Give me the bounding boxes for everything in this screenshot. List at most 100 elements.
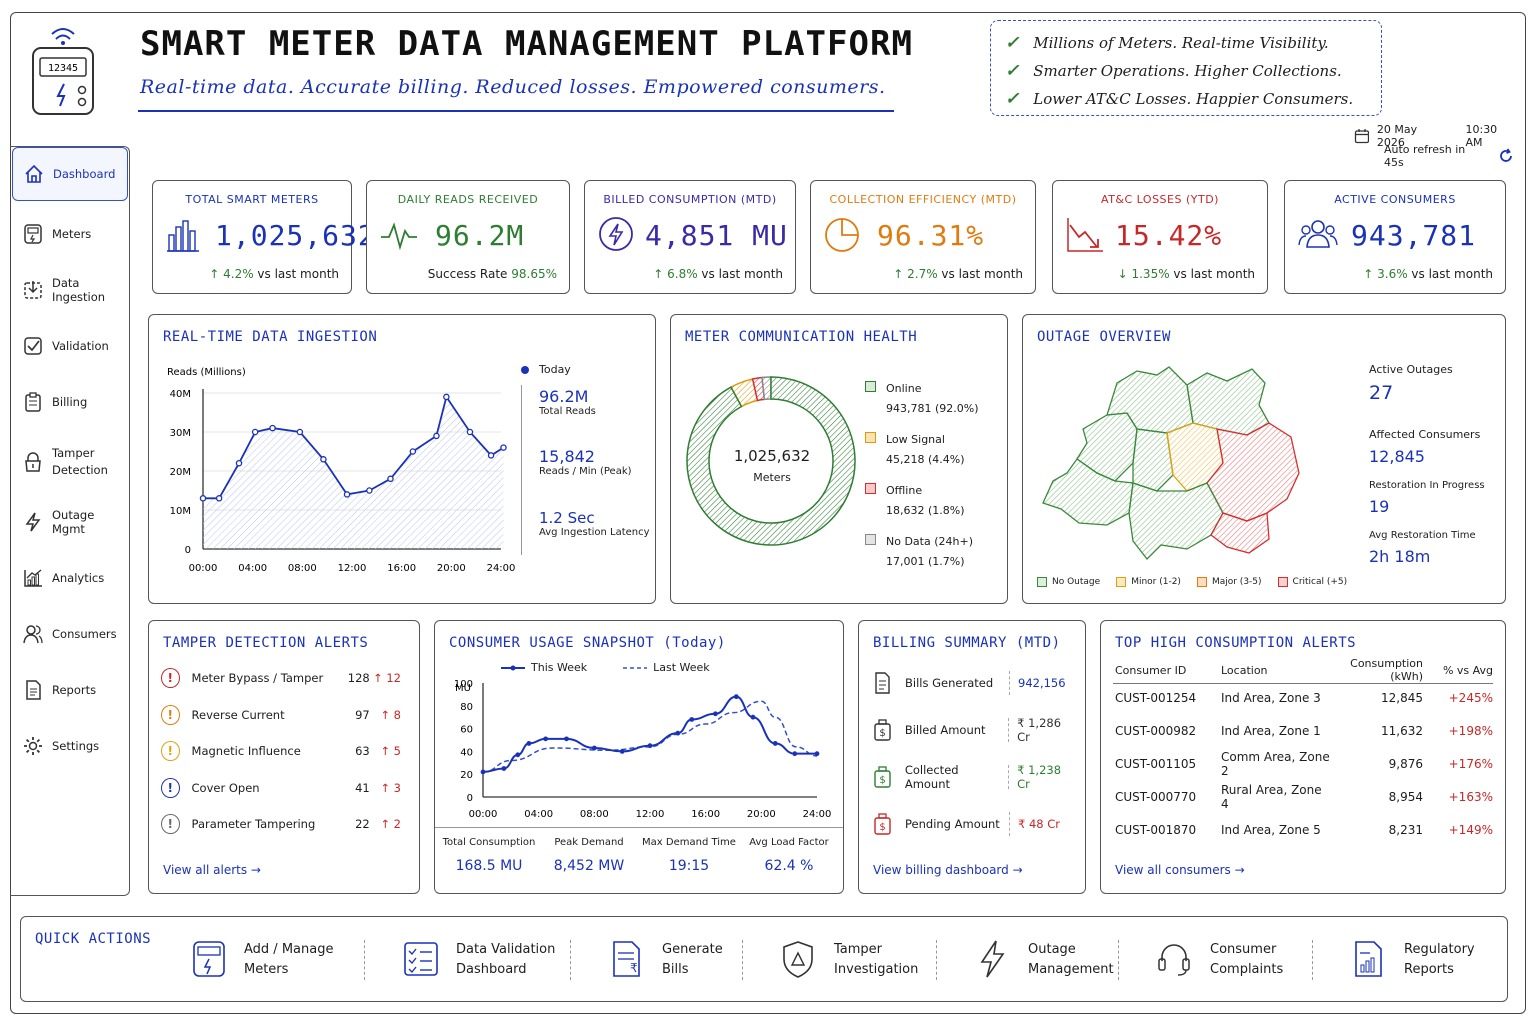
view-billing-dashboard-link[interactable]: View billing dashboard → bbox=[873, 863, 1023, 877]
outage-panel: OUTAGE OVERVIEW Active Outages 27 Affect… bbox=[1022, 314, 1506, 604]
quick-action-generate[interactable]: ₹ Generate Bills bbox=[606, 930, 723, 990]
data-point bbox=[443, 393, 450, 401]
billing-value: ₹ 1,286 Cr bbox=[1017, 716, 1062, 744]
cell-consumption: 9,876 bbox=[1388, 757, 1423, 771]
map-region-east[interactable] bbox=[1206, 422, 1300, 522]
legend-swatch bbox=[1116, 577, 1127, 587]
ingestion-stat: 15,842 Reads / Min (Peak) bbox=[539, 447, 632, 477]
usage-stat: Max Demand Time 19:15 bbox=[641, 837, 737, 874]
sidebar-item-settings[interactable]: Settings bbox=[12, 719, 128, 773]
legend-label: This Week bbox=[531, 661, 588, 674]
alert-count: 41 bbox=[355, 780, 370, 795]
table-row[interactable]: CUST-001870 Ind Area, Zone 5 8,231 +149% bbox=[1115, 819, 1493, 841]
outage-map[interactable] bbox=[1037, 363, 1357, 573]
lightning-icon bbox=[980, 940, 1005, 978]
sidebar-item-label: Dashboard bbox=[53, 167, 116, 181]
tamper-panel: TAMPER DETECTION ALERTS ! Meter Bypass / … bbox=[148, 620, 420, 894]
quick-action-data-validation[interactable]: Data Validation Dashboard bbox=[400, 930, 555, 990]
quick-action-line2: Management bbox=[1028, 962, 1114, 977]
quick-action-consumer[interactable]: Consumer Complaints bbox=[1154, 930, 1283, 990]
pending-amount-icon: $ bbox=[874, 813, 891, 835]
tamper-alert-row[interactable]: ! Reverse Current 97 ↑ 8 bbox=[161, 700, 401, 730]
table-row[interactable]: CUST-000770 Rural Area, Zone 4 8,954 +163% bbox=[1115, 783, 1493, 811]
map-region-south[interactable] bbox=[1128, 482, 1224, 560]
usage-stat: Avg Load Factor 62.4 % bbox=[741, 837, 837, 874]
stat-label: Reads / Min (Peak) bbox=[539, 466, 632, 477]
column-header: Consumption (kWh) bbox=[1350, 657, 1423, 683]
panel-title: BILLING SUMMARY (MTD) bbox=[873, 635, 1061, 651]
sidebar-item-reports[interactable]: Reports bbox=[12, 663, 128, 717]
cell-consumer-id: CUST-000770 bbox=[1115, 790, 1197, 804]
y-tick-label: 20 bbox=[460, 770, 473, 781]
kpi-card-daily-reads[interactable]: DAILY READS RECEIVED 96.2M Success Rate … bbox=[366, 180, 570, 294]
alert-icon: ! bbox=[161, 777, 180, 798]
quick-action-label: Add / Manage Meters bbox=[244, 940, 333, 980]
usage-stat-value: 8,452 MW bbox=[553, 858, 625, 874]
tamper-alert-row[interactable]: ! Parameter Tampering 22 ↑ 2 bbox=[161, 809, 401, 839]
billing-label: Pending Amount bbox=[905, 817, 1000, 831]
sidebar-item-analytics[interactable]: Analytics bbox=[12, 551, 128, 605]
y-axis-label: Reads (Millions) bbox=[167, 367, 246, 378]
table-header: Consumer ID Location Consumption (kWh) %… bbox=[1115, 657, 1493, 683]
bar-chart-icon bbox=[167, 220, 199, 252]
sidebar-item-outage-mgmt[interactable]: Outage Mgmt bbox=[12, 495, 128, 549]
map-region-central[interactable] bbox=[1132, 428, 1174, 492]
benefit-item: ✓ Smarter Operations. Higher Collections. bbox=[1005, 57, 1367, 85]
billing-row: $ Billed Amount ₹ 1,286 Cr bbox=[871, 714, 1077, 746]
cell-location: Ind Area, Zone 5 bbox=[1221, 823, 1321, 837]
y-tick-label: 30M bbox=[170, 428, 191, 439]
cell-pct-vs-avg: +245% bbox=[1448, 691, 1493, 705]
quick-action-line1: Consumer bbox=[1210, 942, 1277, 957]
kpi-card-atc-losses[interactable]: AT&C LOSSES (YTD) 15.42% ↓ 1.35% vs last… bbox=[1052, 180, 1268, 294]
view-all-consumers-link[interactable]: View all consumers → bbox=[1115, 863, 1245, 877]
legend-swatch bbox=[865, 483, 876, 494]
quick-action-regulatory[interactable]: Regulatory Reports bbox=[1348, 930, 1475, 990]
data-point bbox=[466, 428, 474, 436]
quick-action-outage[interactable]: Outage Management bbox=[972, 930, 1114, 990]
view-all-alerts-link[interactable]: View all alerts → bbox=[163, 863, 261, 877]
panel-title: REAL-TIME DATA INGESTION bbox=[163, 329, 378, 345]
tamper-alert-row[interactable]: ! Cover Open 41 ↑ 3 bbox=[161, 773, 401, 803]
kpi-label: AT&C LOSSES (YTD) bbox=[1101, 193, 1219, 206]
kpi-card-total-meters[interactable]: TOTAL SMART METERS 1,025,632 ↑ 4.2% vs l… bbox=[152, 180, 375, 294]
sidebar-item-tamper-detection[interactable]: Tamper Detection bbox=[12, 435, 128, 489]
tamper-alert-row[interactable]: ! Meter Bypass / Tamper 128 ↑ 12 bbox=[161, 663, 401, 693]
kpi-card-billed-consumption[interactable]: BILLED CONSUMPTION (MTD) 4,851 MU ↑ 6.8%… bbox=[584, 180, 796, 294]
sidebar-item-validation[interactable]: Validation bbox=[12, 319, 128, 373]
refresh-icon[interactable] bbox=[1497, 147, 1514, 165]
map-region-southwest[interactable] bbox=[1042, 458, 1134, 526]
table-header-divider bbox=[1113, 683, 1493, 684]
outage-stat-value: 12,845 bbox=[1369, 447, 1425, 466]
donut-slice-online[interactable] bbox=[686, 376, 856, 546]
quick-action-tamper[interactable]: Tamper Investigation bbox=[778, 930, 918, 990]
usage-panel: CONSUMER USAGE SNAPSHOT (Today) This Wee… bbox=[434, 620, 844, 894]
table-row[interactable]: CUST-001254 Ind Area, Zone 3 12,845 +245% bbox=[1115, 687, 1493, 709]
stat-label: Total Reads bbox=[539, 406, 596, 417]
sidebar-item-meters[interactable]: Meters bbox=[12, 207, 128, 261]
y-axis-label: MU bbox=[455, 683, 471, 694]
map-region-southeast[interactable] bbox=[1210, 512, 1270, 554]
table-row[interactable]: CUST-001105 Comm Area, Zone 2 9,876 +176% bbox=[1115, 750, 1493, 778]
usage-stat-label: Total Consumption bbox=[442, 837, 536, 848]
column-header: Consumer ID bbox=[1115, 663, 1187, 677]
billing-divider bbox=[1008, 718, 1010, 742]
alert-delta: ↑ 2 bbox=[380, 817, 401, 831]
quick-action-add-manage[interactable]: Add / Manage Meters bbox=[188, 930, 333, 990]
billing-divider bbox=[1009, 671, 1010, 695]
lightning-circle-icon bbox=[599, 217, 633, 251]
kpi-card-active-consumers[interactable]: ACTIVE CONSUMERS 943,781 ↑ 3.6% vs last … bbox=[1284, 180, 1506, 294]
panel-title: CONSUMER USAGE SNAPSHOT (Today) bbox=[449, 635, 726, 651]
kpi-card-collection-efficiency[interactable]: COLLECTION EFFICIENCY (MTD) 96.31% ↑ 2.7… bbox=[810, 180, 1036, 294]
sidebar-item-billing[interactable]: Billing bbox=[12, 375, 128, 429]
donut-slice-no-data-24h[interactable] bbox=[761, 376, 772, 401]
legend-label: No Data (24h+) bbox=[886, 535, 973, 548]
kpi-delta: ↑ 3.6% vs last month bbox=[1363, 267, 1493, 281]
quick-actions-panel: QUICK ACTIONS bbox=[20, 916, 1508, 1002]
tamper-alert-row[interactable]: ! Magnetic Influence 63 ↑ 5 bbox=[161, 736, 401, 766]
sidebar-item-consumers[interactable]: Consumers bbox=[12, 607, 128, 661]
table-row[interactable]: CUST-000982 Ind Area, Zone 1 11,632 +198% bbox=[1115, 720, 1493, 742]
x-tick-label: 08:00 bbox=[288, 563, 317, 574]
sidebar-item-data-ingestion[interactable]: Data Ingestion bbox=[12, 263, 128, 317]
users-icon bbox=[23, 625, 43, 644]
sidebar-item-dashboard[interactable]: Dashboard bbox=[12, 147, 128, 201]
